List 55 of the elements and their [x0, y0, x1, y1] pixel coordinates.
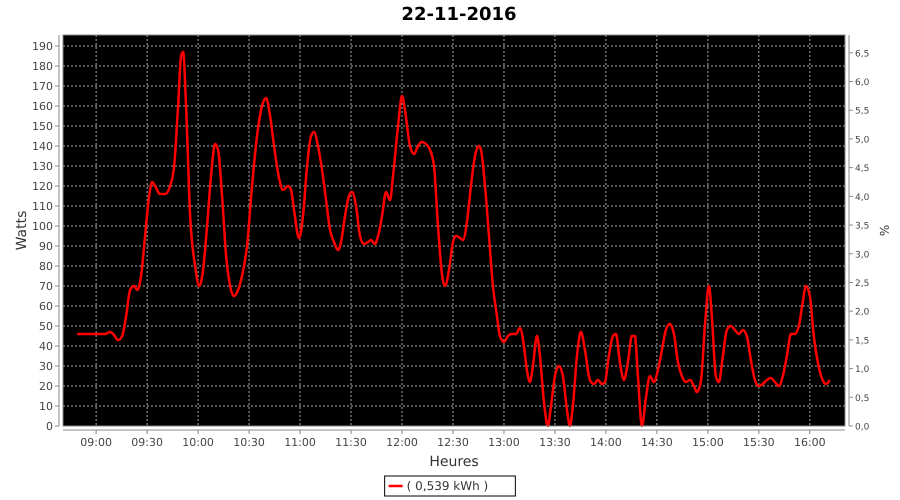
- y2-tick-label: 4,0: [855, 192, 870, 203]
- y-tick-label: 80: [39, 260, 53, 273]
- x-tick-label: 14:30: [641, 436, 673, 449]
- y-tick-label: 0: [46, 420, 53, 433]
- x-tick-label: 09:00: [80, 436, 112, 449]
- x-tick-label: 10:30: [233, 436, 265, 449]
- y-tick-label: 130: [32, 160, 53, 173]
- x-tick-label: 12:30: [437, 436, 469, 449]
- x-tick-label: 13:30: [539, 436, 571, 449]
- y2-tick-label: 0,0: [855, 422, 870, 432]
- x-tick-label: 13:00: [488, 436, 520, 449]
- x-tick-label: 15:30: [742, 436, 775, 449]
- y-tick-label: 180: [32, 60, 53, 73]
- y-tick-label: 160: [32, 100, 53, 113]
- x-tick-label: 09:30: [131, 436, 163, 449]
- y-tick-label: 190: [32, 40, 53, 53]
- y2-tick-label: 4,5: [855, 164, 870, 174]
- x-tick-label: 10:00: [182, 436, 214, 449]
- x-tick-label: 14:00: [590, 436, 622, 449]
- line-series: [76, 50, 832, 428]
- y-tick-label: 120: [32, 180, 53, 193]
- y-tick-label: 90: [39, 240, 53, 253]
- x-tick-label: 12:00: [386, 436, 418, 449]
- y2-tick-label: 6,0: [855, 78, 870, 88]
- y-tick-label: 170: [32, 80, 53, 93]
- y2-tick-label: 1,0: [855, 365, 870, 376]
- y2-tick-label: 5,0: [855, 135, 870, 146]
- y2-tick-label: 1,5: [855, 336, 870, 346]
- chart-title: 22-11-2016: [401, 4, 517, 25]
- x-tick-label: 11:30: [335, 436, 367, 449]
- y2-tick-label: 2,0: [855, 308, 870, 318]
- y-axis-title: Watts: [14, 210, 30, 250]
- y-tick-label: 50: [39, 320, 53, 333]
- x-tick-label: 11:00: [284, 436, 316, 449]
- x-axis-title: Heures: [429, 454, 479, 470]
- y-tick-label: 100: [32, 220, 53, 233]
- y-tick-label: 60: [39, 300, 53, 313]
- y2-tick-label: 2,5: [855, 278, 870, 289]
- y-tick-label: 140: [32, 140, 53, 153]
- y2-tick-label: 5,5: [855, 106, 870, 117]
- y2-tick-label: 3,5: [855, 222, 870, 232]
- y2-tick-label: 3,0: [855, 250, 870, 260]
- x-tick-label: 15:00: [692, 436, 724, 449]
- y-tick-label: 110: [32, 200, 53, 213]
- y-tick-label: 10: [39, 400, 53, 413]
- y-tick-label: 150: [32, 120, 53, 133]
- y2-axis-title: %: [877, 224, 891, 236]
- x-tick-label: 16:00: [794, 436, 826, 449]
- y2-tick-label: 6,5: [855, 49, 870, 60]
- y2-tick-label: 0,5: [855, 394, 870, 404]
- y-tick-label: 40: [39, 340, 53, 353]
- y-tick-label: 20: [39, 380, 53, 393]
- legend-label: ( 0,539 kWh ): [406, 479, 488, 493]
- y-tick-label: 70: [39, 280, 53, 293]
- y-tick-label: 30: [39, 360, 53, 373]
